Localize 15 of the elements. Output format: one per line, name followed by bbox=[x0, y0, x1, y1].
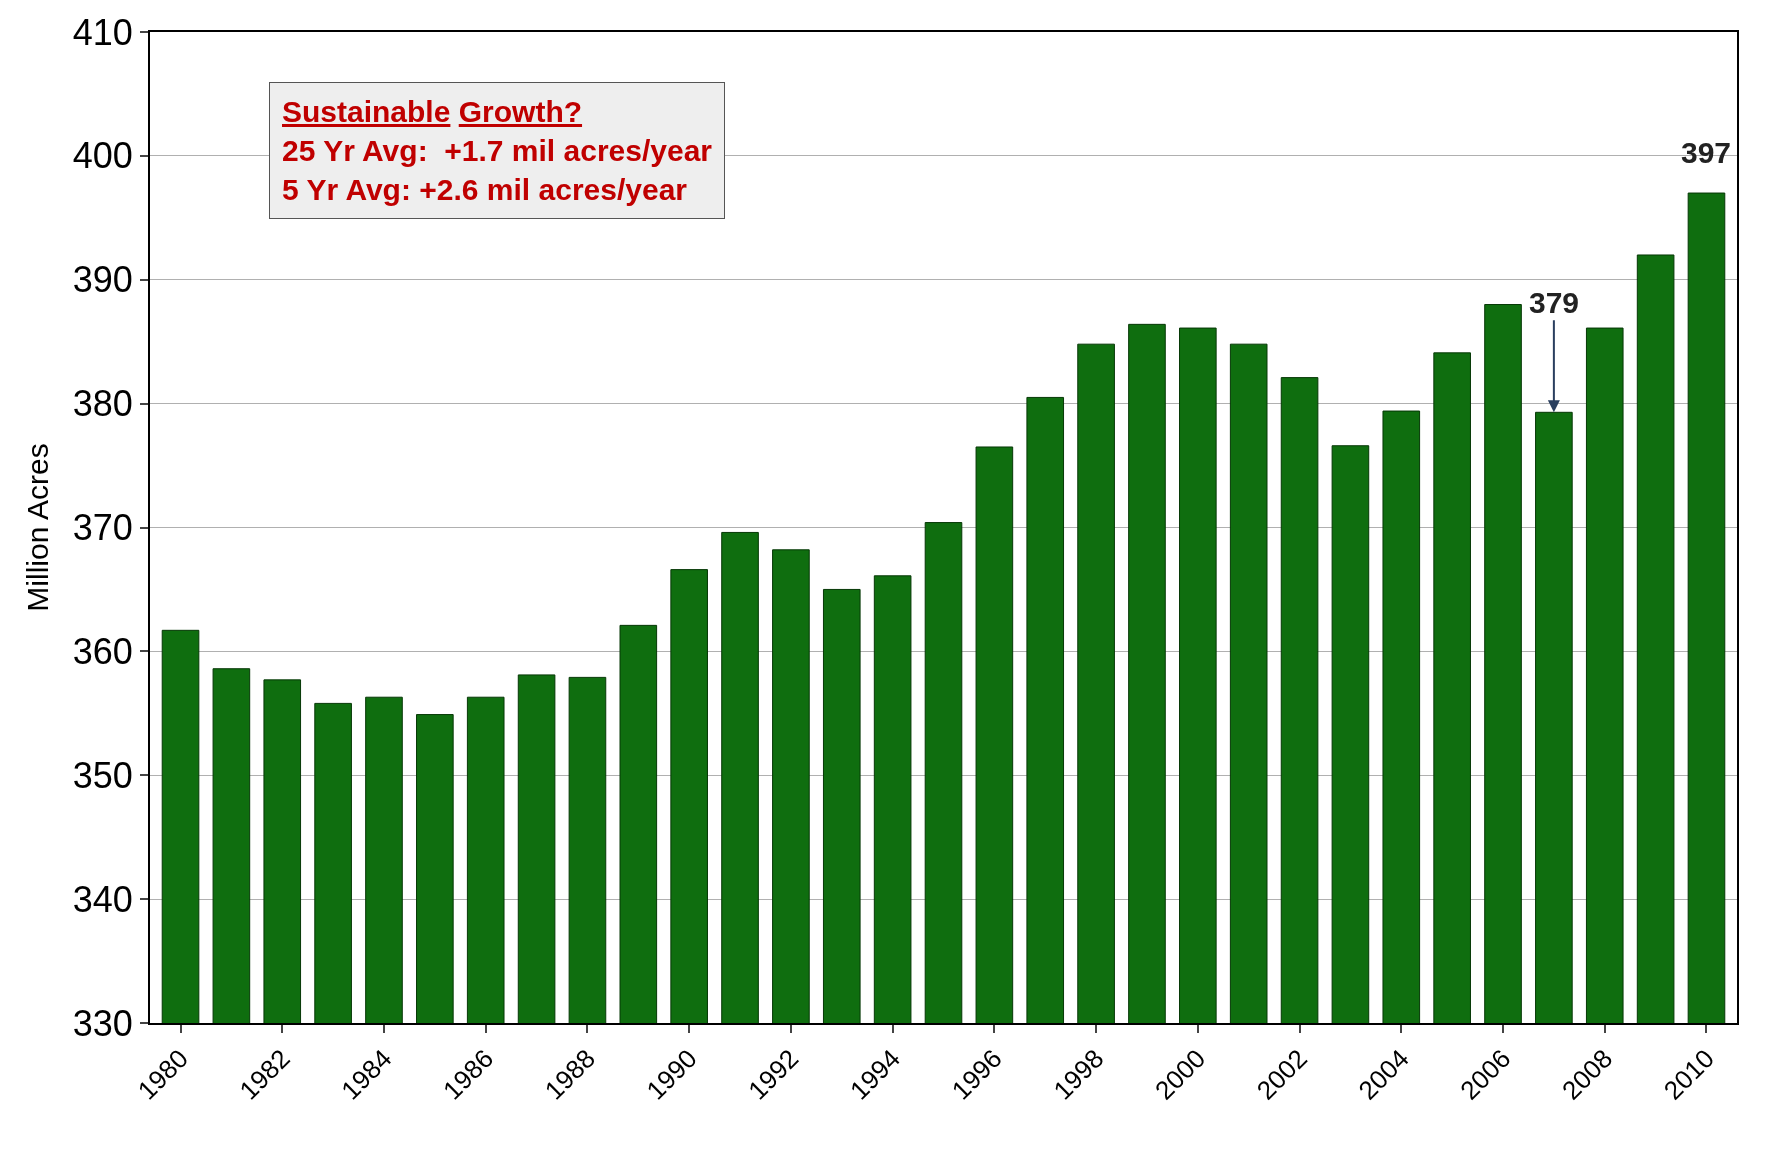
annotation: 5 Yr Avg: +2.6 mil acres/year bbox=[282, 173, 688, 206]
y-tick-label: 410 bbox=[72, 11, 133, 53]
y-tick-label: 340 bbox=[72, 878, 133, 920]
y-tick-label: 400 bbox=[72, 135, 133, 177]
y-tick-label: 350 bbox=[72, 754, 133, 796]
y-tick-label: 330 bbox=[72, 1002, 133, 1044]
y-axis-title: Million Acres bbox=[21, 443, 55, 612]
y-tick-label: 360 bbox=[72, 630, 133, 672]
annotation: Sustainable Growth? bbox=[282, 95, 583, 128]
annotation: 397 bbox=[1681, 136, 1732, 169]
annotation: 379 bbox=[1529, 286, 1580, 319]
y-tick-label: 390 bbox=[72, 259, 133, 301]
y-tick-label: 370 bbox=[72, 507, 133, 549]
annotation: 25 Yr Avg: +1.7 mil acres/year bbox=[282, 134, 713, 167]
y-tick-label: 380 bbox=[72, 383, 133, 425]
